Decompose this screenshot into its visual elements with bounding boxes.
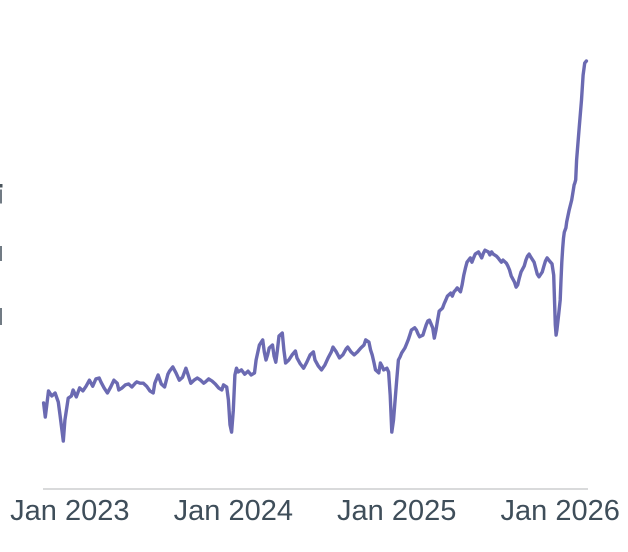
y-axis-title-fragment (0, 189, 2, 204)
y-axis-title-fragment (0, 308, 2, 325)
y-axis-title-fragment (0, 184, 3, 188)
y-axis-title-fragments (0, 184, 3, 325)
y-axis-title-fragment (0, 246, 2, 261)
series-line (41, 59, 589, 443)
